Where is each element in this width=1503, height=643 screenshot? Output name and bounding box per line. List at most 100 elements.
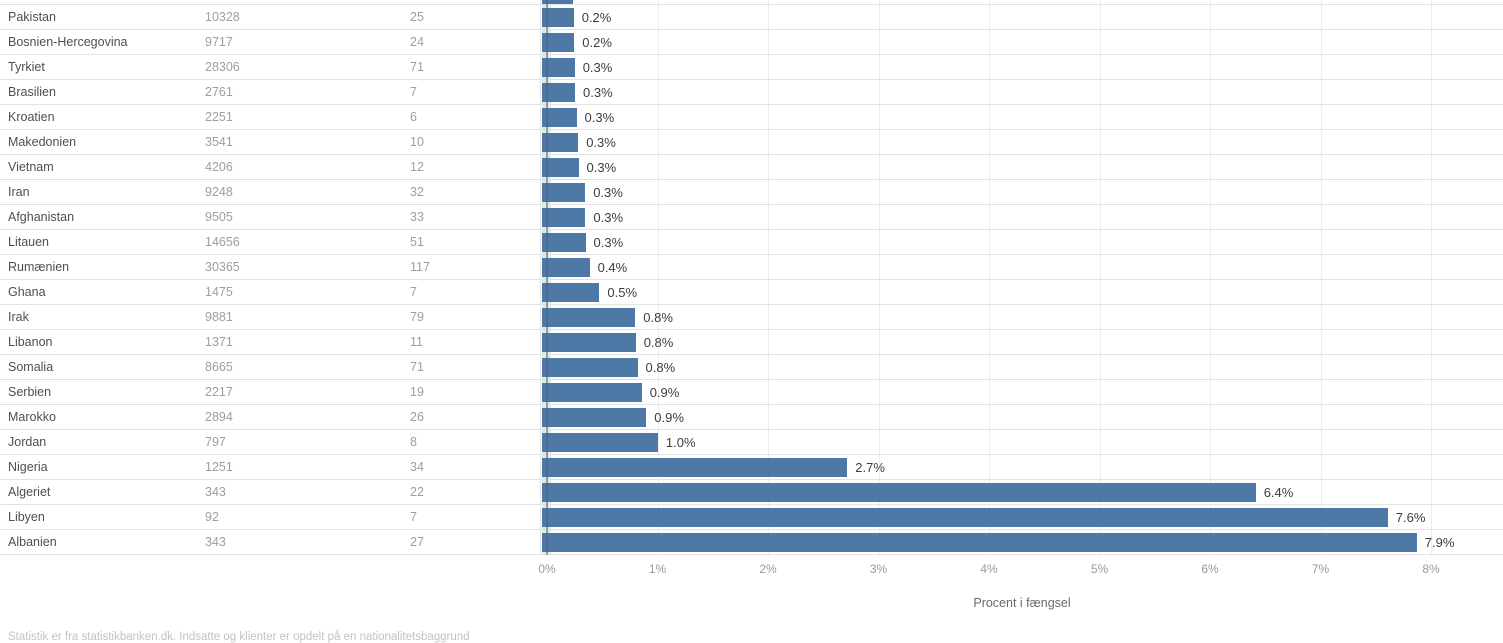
population-value: 2894 [205,410,233,424]
bar[interactable] [542,507,1388,527]
country-label[interactable]: Marokko [8,410,56,424]
country-label[interactable]: Afghanistan [8,210,75,224]
country-label[interactable]: Libyen [8,510,45,524]
bar[interactable] [542,157,579,177]
bar[interactable] [542,532,1417,552]
population-value: 8665 [205,360,233,374]
bar[interactable] [542,482,1256,502]
country-label[interactable]: Litauen [8,235,50,249]
prisoner-count-value: 11 [410,335,423,349]
table-row: Libyen 92 7 7.6% [0,505,1503,530]
bar-cell: 0.8% [541,355,1503,379]
country-label[interactable]: Libanon [8,335,53,349]
bar[interactable] [542,182,586,202]
bar-cell: 0.3% [541,155,1503,179]
population-value: 3541 [205,135,233,149]
bar[interactable] [542,7,574,27]
country-label[interactable]: Pakistan [8,10,56,24]
chart-panel: Pakistan 10328 25 0.2% Bosnien-Hercegovi… [0,0,1503,555]
bar[interactable] [542,207,586,227]
country-label[interactable]: Brasilien [8,85,56,99]
table-row: Pakistan 10328 25 0.2% [0,5,1503,30]
population-value: 10328 [205,10,240,24]
bar[interactable] [542,32,575,52]
bar-cell: 0.3% [541,105,1503,129]
prisoner-count-value: 27 [410,535,424,549]
country-label[interactable]: Ghana [8,285,46,299]
prisoner-count-value: 12 [410,160,424,174]
bar-value-label: 0.9% [649,384,680,400]
bar-value-label: 0.3% [584,109,615,125]
bar-cell: 6.4% [541,480,1503,504]
table-row: Bosnien-Hercegovina 9717 24 0.2% [0,30,1503,55]
population-value: 1371 [205,335,233,349]
bar-value-label: 2.7% [855,459,885,475]
bar[interactable] [542,332,636,352]
bar[interactable] [542,357,638,377]
bar[interactable] [542,82,575,102]
country-label[interactable]: Algeriet [8,485,51,499]
bar[interactable] [542,407,647,427]
country-label[interactable]: Serbien [8,385,52,399]
bar-value-label: 0.3% [593,234,624,250]
bar-cell: 1.0% [541,430,1503,454]
bar-value-label: 0.8% [643,334,674,350]
table-row: Irak 9881 79 0.8% [0,305,1503,330]
population-value: 1251 [205,460,233,474]
country-label[interactable]: Nigeria [8,460,48,474]
prisoner-count-value: 71 [410,60,424,74]
country-label[interactable]: Makedonien [8,135,77,149]
country-label[interactable]: Rumænien [8,260,70,274]
population-value: 28306 [205,60,240,74]
bar-cell: 0.3% [541,80,1503,104]
bar[interactable] [542,132,579,152]
prisoner-count-value: 7 [410,85,417,99]
bar[interactable] [542,257,590,277]
country-label[interactable]: Iran [8,185,30,199]
prisoner-count-value: 34 [410,460,424,474]
country-label[interactable]: Tyrkiet [8,60,45,74]
clipped-row [0,0,1503,5]
table-row: Albanien 343 27 7.9% [0,530,1503,555]
country-label[interactable]: Irak [8,310,29,324]
bar[interactable] [542,232,586,252]
population-value: 2761 [205,85,233,99]
prisoner-count-value: 24 [410,35,424,49]
bar[interactable] [542,107,577,127]
country-label[interactable]: Vietnam [8,160,54,174]
country-label[interactable]: Jordan [8,435,47,449]
bar-value-label: 0.9% [654,409,684,425]
population-value: 343 [205,535,226,549]
bar[interactable] [542,282,600,302]
bar[interactable] [542,457,848,477]
bar-cell: 0.3% [541,130,1503,154]
population-value: 2251 [205,110,233,124]
bar-value-label: 0.3% [583,84,613,100]
bar-cell: 2.7% [541,455,1503,479]
bar-cell: 0.2% [541,30,1503,54]
bar-cell: 0.4% [541,255,1503,279]
bar-value-label: 1.0% [665,434,696,450]
population-value: 2217 [205,385,233,399]
bar[interactable] [542,432,658,452]
bar-value-label: 0.4% [597,259,628,275]
table-row: Litauen 14656 51 0.3% [0,230,1503,255]
prisoner-count-value: 79 [410,310,424,324]
country-label[interactable]: Somalia [8,360,54,374]
bar[interactable] [542,57,575,77]
population-value: 9248 [205,185,233,199]
prisoner-count-value: 8 [410,435,417,449]
table-row: Kroatien 2251 6 0.3% [0,105,1503,130]
prisoner-count-value: 117 [410,260,430,274]
prisoner-count-value: 7 [410,510,417,524]
country-label[interactable]: Kroatien [8,110,55,124]
country-label[interactable]: Bosnien-Hercegovina [8,35,128,49]
x-tick-label: 2% [759,562,777,576]
bar-value-label: 0.3% [586,134,616,150]
bar-value-label: 0.3% [586,159,617,175]
bar[interactable] [542,382,642,402]
bar[interactable] [542,307,636,327]
country-label[interactable]: Albanien [8,535,57,549]
prisoner-count-value: 25 [410,10,424,24]
table-row: Tyrkiet 28306 71 0.3% [0,55,1503,80]
